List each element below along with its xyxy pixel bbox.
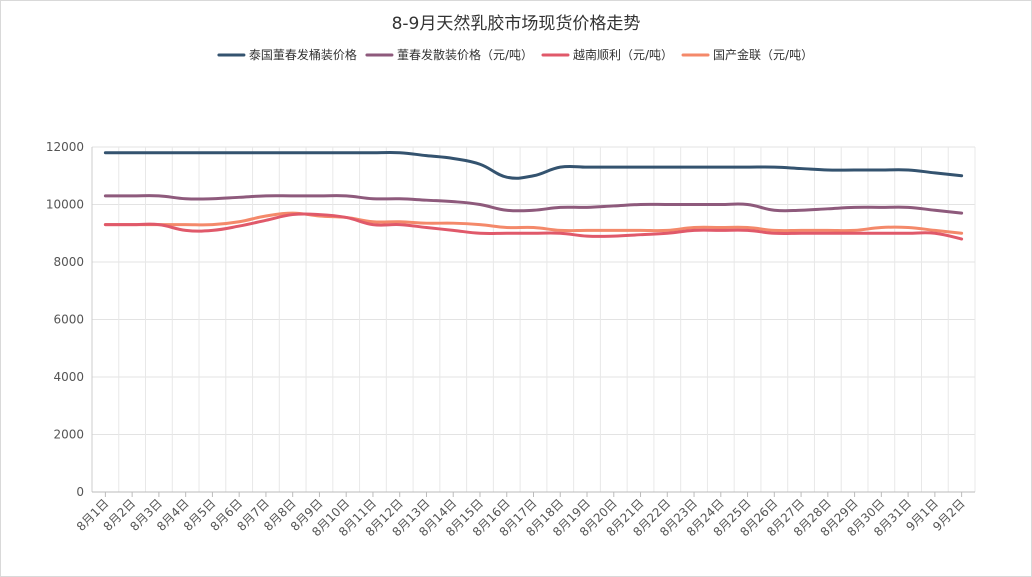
y-tick-label: 4000 bbox=[53, 370, 84, 384]
series-lines bbox=[103, 150, 964, 241]
legend-label: 董春发散装价格（元/吨） bbox=[397, 47, 533, 62]
legend-item[interactable]: 国产金联（元/吨） bbox=[681, 47, 813, 62]
series-line bbox=[103, 194, 964, 215]
series-line bbox=[103, 211, 964, 235]
y-tick-label: 0 bbox=[76, 485, 84, 499]
chart-title: 8-9月天然乳胶市场现货价格走势 bbox=[392, 14, 641, 34]
y-axis: 0 2000 4000 6000 8000 10000 12000 bbox=[46, 140, 93, 499]
series-line bbox=[103, 150, 964, 180]
y-tick-label: 6000 bbox=[53, 313, 84, 327]
x-axis: 8月1日8月2日8月3日8月4日8月5日8月6日8月7日8月8日8月9日8月10… bbox=[74, 491, 975, 539]
legend[interactable]: 泰国董春发桶装价格 董春发散装价格（元/吨） 越南顺利（元/吨） 国产金联（元/吨） bbox=[217, 47, 813, 62]
legend-label: 国产金联（元/吨） bbox=[713, 47, 813, 62]
legend-label: 泰国董春发桶装价格 bbox=[249, 47, 357, 62]
grid bbox=[91, 146, 976, 492]
y-tick-label: 10000 bbox=[46, 198, 84, 212]
y-tick-label: 8000 bbox=[53, 255, 84, 269]
legend-item[interactable]: 董春发散装价格（元/吨） bbox=[365, 47, 533, 62]
legend-label: 越南顺利（元/吨） bbox=[573, 47, 673, 62]
series-line bbox=[103, 212, 964, 241]
legend-item[interactable]: 越南顺利（元/吨） bbox=[541, 47, 673, 62]
legend-item[interactable]: 泰国董春发桶装价格 bbox=[217, 47, 357, 62]
y-tick-label: 12000 bbox=[46, 140, 84, 154]
y-tick-label: 2000 bbox=[53, 428, 84, 442]
